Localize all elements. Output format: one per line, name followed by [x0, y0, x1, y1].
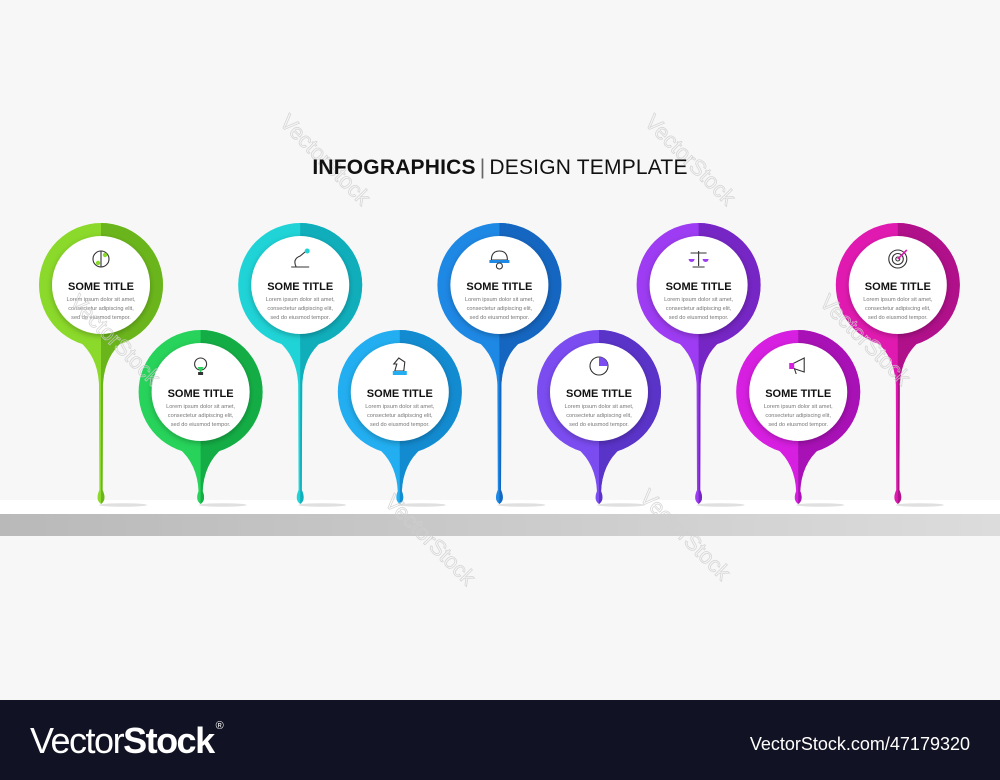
floor-bar	[0, 514, 1000, 536]
step-description: consectetur adipiscing elit,	[68, 306, 134, 312]
step-description: sed do eiusmod tempor.	[669, 315, 729, 321]
title-bold: INFOGRAPHICS	[312, 156, 476, 179]
step-pin-1: SOME TITLE Lorem ipsum dolor sit amet, con…	[39, 223, 163, 507]
step-title: SOME TITLE	[267, 281, 333, 293]
pin-shadow	[99, 503, 147, 507]
title-light: DESIGN TEMPLATE	[489, 156, 688, 179]
step-description: Lorem ipsum dolor sit amet,	[365, 404, 434, 410]
step-description: consectetur adipiscing elit,	[765, 413, 831, 419]
step-description: consectetur adipiscing elit,	[267, 306, 333, 312]
footer-bar: VectorStock ® VectorStock.com/47179320	[0, 700, 1000, 780]
step-description: sed do eiusmod tempor.	[71, 315, 131, 321]
pin-shadow	[895, 503, 944, 507]
pin-shadow	[796, 503, 845, 507]
pin-inner-circle	[749, 343, 848, 441]
step-description: consectetur adipiscing elit,	[367, 413, 433, 419]
scales-icon	[688, 251, 709, 268]
step-pin-4: SOME TITLE Lorem ipsum dolor sit amet, con…	[337, 330, 462, 507]
step-pin-3: SOME TITLE Lorem ipsum dolor sit amet, con…	[238, 223, 363, 507]
step-title: SOME TITLE	[466, 281, 532, 293]
page-title: INFOGRAPHICS | DESIGN TEMPLATE	[0, 156, 1000, 180]
step-title: SOME TITLE	[765, 388, 831, 400]
step-description: sed do eiusmod tempor.	[768, 422, 828, 428]
lightbulb-icon	[194, 357, 208, 375]
step-description: sed do eiusmod tempor.	[569, 422, 629, 428]
step-description: consectetur adipiscing elit,	[865, 306, 931, 312]
step-description: Lorem ipsum dolor sit amet,	[664, 297, 733, 303]
pin-shadow	[298, 503, 347, 507]
vectorstock-logo: VectorStock ®	[30, 720, 224, 761]
step-description: consectetur adipiscing elit,	[467, 306, 533, 312]
step-pin-8: SOME TITLE Lorem ipsum dolor sit amet, con…	[736, 330, 861, 507]
step-pin-7: SOME TITLE Lorem ipsum dolor sit amet, con…	[636, 223, 761, 507]
pin-inner-circle	[52, 236, 150, 334]
step-title: SOME TITLE	[68, 281, 134, 293]
step-pin-9: SOME TITLE Lorem ipsum dolor sit amet, con…	[835, 223, 960, 507]
chess-knight-icon	[392, 357, 407, 375]
pin-shadow	[597, 503, 645, 507]
step-description: Lorem ipsum dolor sit amet,	[863, 297, 932, 303]
pin-shadow	[397, 503, 446, 507]
pin-shadow	[497, 503, 546, 507]
floor-top	[0, 500, 1000, 514]
hard-hat-icon	[489, 250, 510, 270]
pin-inner-circle	[450, 236, 549, 334]
step-description: Lorem ipsum dolor sit amet,	[564, 404, 633, 410]
step-description: Lorem ipsum dolor sit amet,	[465, 297, 534, 303]
step-description: Lorem ipsum dolor sit amet,	[66, 297, 135, 303]
step-pin-6: SOME TITLE Lorem ipsum dolor sit amet, con…	[537, 330, 661, 507]
pin-inner-circle	[550, 343, 648, 441]
pin-inner-circle	[848, 236, 947, 334]
microscope-icon	[291, 248, 310, 268]
step-description: Lorem ipsum dolor sit amet,	[266, 297, 335, 303]
step-title: SOME TITLE	[168, 388, 234, 400]
pie-chart-icon	[589, 356, 609, 376]
step-description: sed do eiusmod tempor.	[270, 315, 330, 321]
step-pin-2: SOME TITLE Lorem ipsum dolor sit amet, con…	[138, 330, 263, 507]
step-title: SOME TITLE	[666, 281, 732, 293]
brain-icon	[92, 250, 110, 268]
step-title: SOME TITLE	[566, 388, 632, 400]
megaphone-icon	[789, 357, 805, 375]
step-pin-5: SOME TITLE Lorem ipsum dolor sit amet, con…	[437, 223, 562, 507]
step-description: sed do eiusmod tempor.	[171, 422, 231, 428]
step-title: SOME TITLE	[865, 281, 931, 293]
title-separator: |	[479, 156, 486, 179]
step-description: Lorem ipsum dolor sit amet,	[764, 404, 833, 410]
step-description: sed do eiusmod tempor.	[370, 422, 430, 428]
pin-inner-circle	[251, 236, 350, 334]
step-description: consectetur adipiscing elit,	[566, 413, 632, 419]
step-description: sed do eiusmod tempor.	[868, 315, 928, 321]
step-description: consectetur adipiscing elit,	[666, 306, 732, 312]
step-description: consectetur adipiscing elit,	[168, 413, 234, 419]
pin-shadow	[198, 503, 247, 507]
footer-url: VectorStock.com/47179320	[749, 734, 970, 754]
pin-inner-circle	[350, 343, 449, 441]
step-title: SOME TITLE	[367, 388, 433, 400]
infographic-canvas: SOME TITLE Lorem ipsum dolor sit amet, con…	[0, 109, 1000, 591]
target-icon	[888, 249, 908, 269]
pin-inner-circle	[151, 343, 250, 441]
step-description: Lorem ipsum dolor sit amet,	[166, 404, 235, 410]
pin-shadow	[696, 503, 745, 507]
step-description: sed do eiusmod tempor.	[470, 315, 530, 321]
pin-inner-circle	[649, 236, 748, 334]
